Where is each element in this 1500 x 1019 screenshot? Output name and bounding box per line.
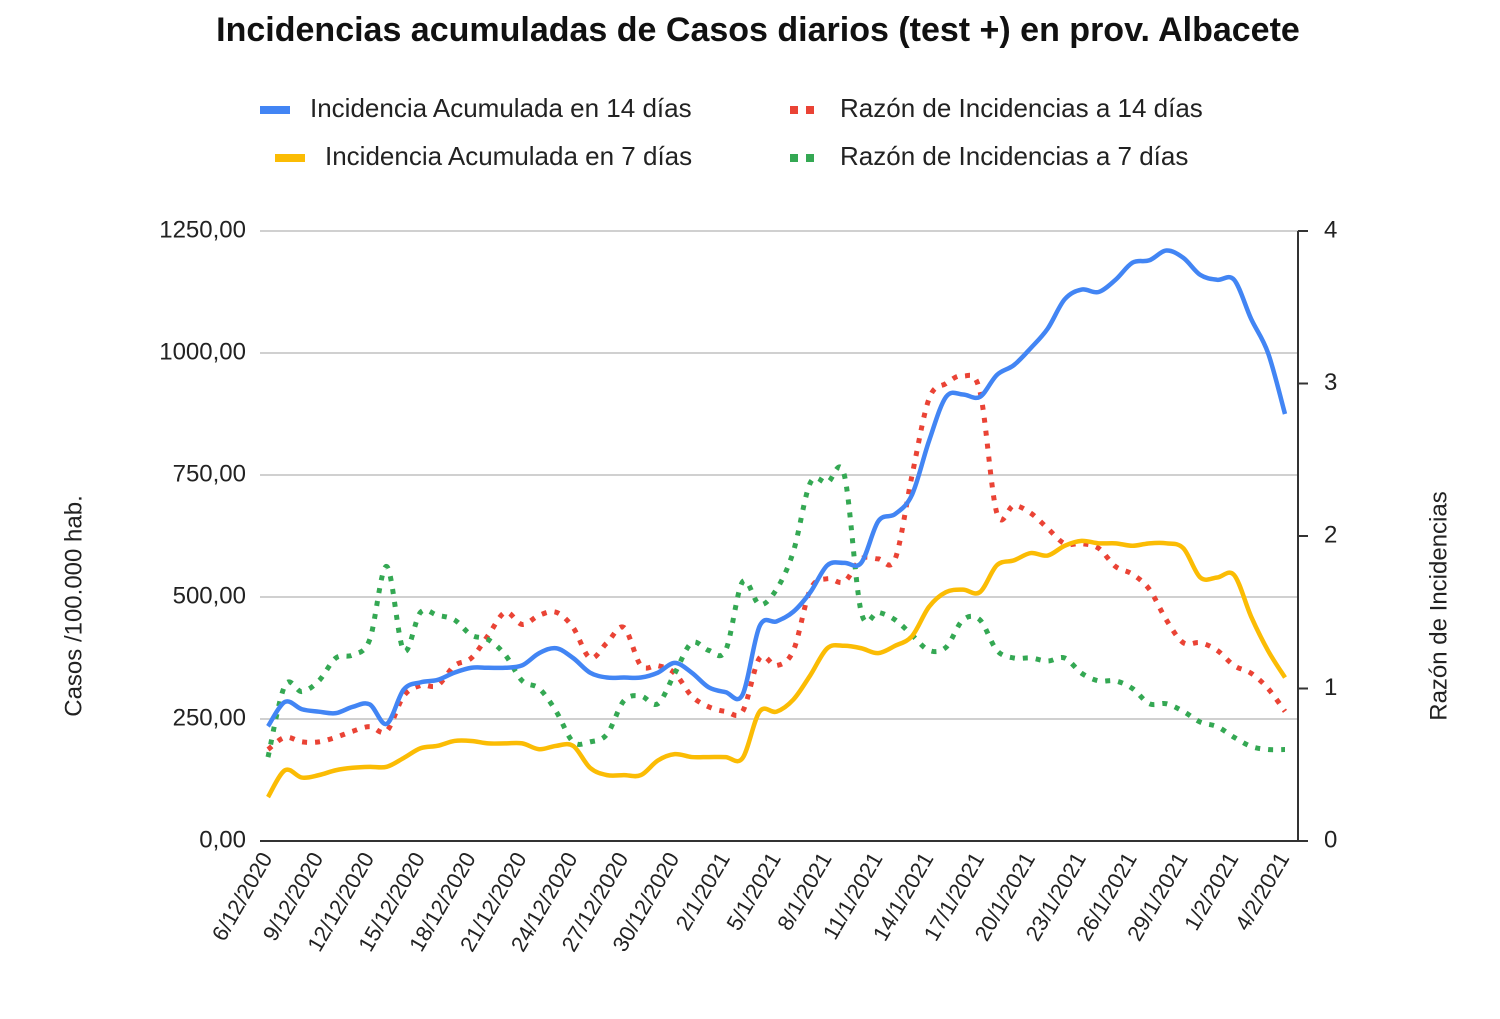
series-line (265, 464, 1286, 758)
y-tick-label: 750,00 (173, 460, 246, 487)
y-tick-label: 1000,00 (159, 338, 246, 365)
series-line (266, 372, 1288, 752)
y-tick-label: 250,00 (173, 704, 246, 731)
y-axis-title: Casos /100.000 hab. (60, 495, 87, 717)
y2-axis-title: Razón de Incidencias (1425, 491, 1452, 720)
y2-tick-label: 0 (1324, 826, 1337, 853)
y2-tick-label: 4 (1324, 216, 1337, 243)
y-tick-label: 1250,00 (159, 216, 246, 243)
y-tick-label: 500,00 (173, 582, 246, 609)
series-line (266, 538, 1287, 799)
y2-tick-label: 3 (1324, 369, 1337, 396)
y-tick-label: 0,00 (199, 826, 246, 853)
series-line (266, 248, 1288, 728)
y2-tick-label: 2 (1324, 521, 1337, 548)
chart-title: Incidencias acumuladas de Casos diarios … (216, 11, 1300, 49)
legend-label: Razón de Incidencias a 14 días (840, 93, 1203, 123)
y2-tick-label: 1 (1324, 674, 1337, 701)
legend-label: Razón de Incidencias a 7 días (840, 141, 1188, 171)
legend-label: Incidencia Acumulada en 7 días (325, 141, 692, 171)
legend-label: Incidencia Acumulada en 14 días (310, 93, 692, 123)
